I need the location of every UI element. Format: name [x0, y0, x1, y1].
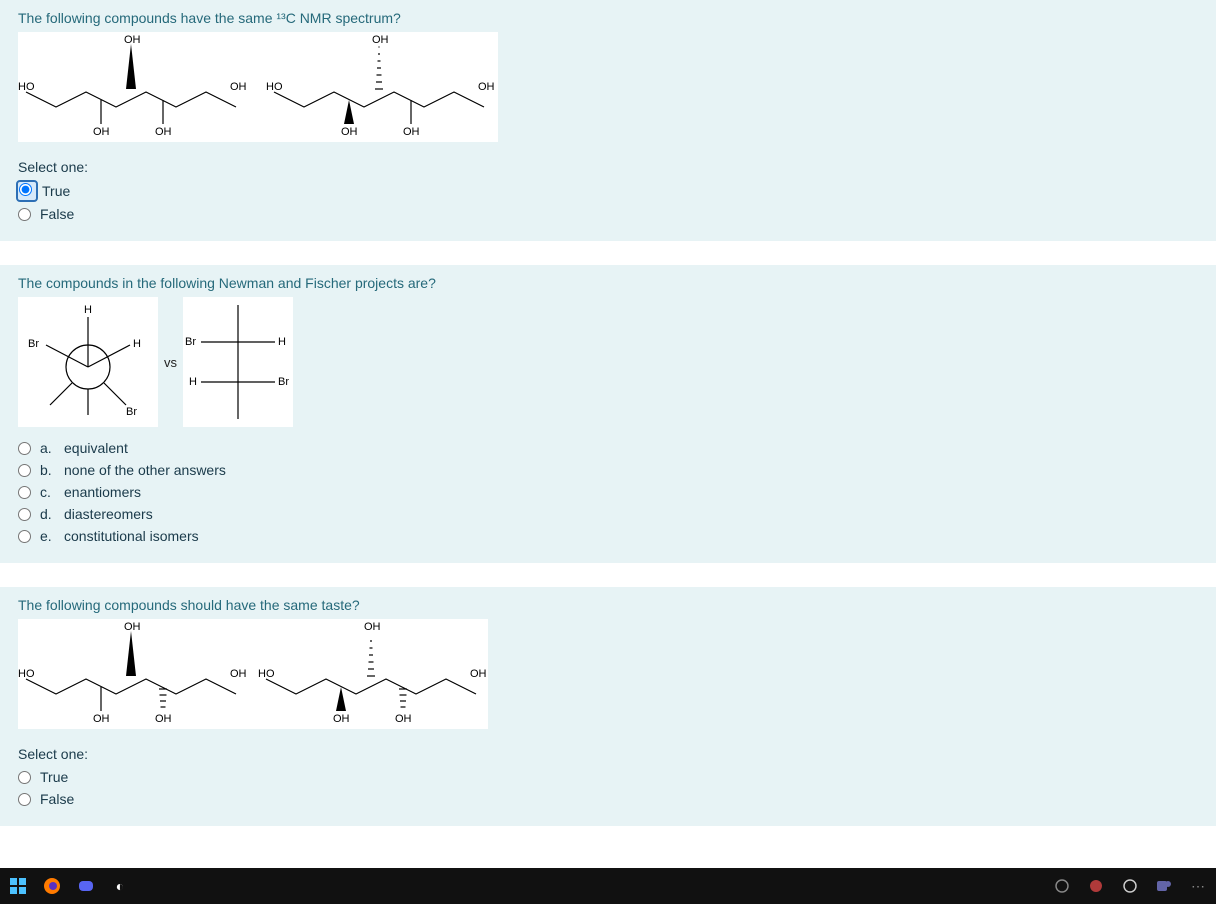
svg-text:OH: OH: [124, 621, 141, 633]
q1-radio-false[interactable]: [18, 208, 31, 221]
q1-false-label: False: [40, 206, 74, 222]
q3-false-label: False: [40, 791, 74, 807]
svg-text:OH: OH: [395, 713, 412, 725]
q2-option-c[interactable]: c. enantiomers: [18, 481, 1198, 503]
svg-text:OH: OH: [470, 668, 487, 680]
start-icon[interactable]: [8, 876, 28, 896]
q3-radio-false[interactable]: [18, 793, 31, 806]
question-2: The compounds in the following Newman an…: [0, 265, 1216, 563]
q3-true-label: True: [40, 769, 68, 785]
teams-icon[interactable]: [1154, 876, 1174, 896]
q2-newman: H H Br Br: [18, 297, 158, 427]
svg-text:OH: OH: [341, 126, 358, 138]
svg-text:Br: Br: [28, 338, 39, 350]
svg-text:HO: HO: [18, 81, 35, 93]
q2-letter-e: e.: [40, 528, 58, 544]
q3-radio-true[interactable]: [18, 771, 31, 784]
svg-text:OH: OH: [478, 81, 495, 93]
q2-radio-b[interactable]: [18, 464, 31, 477]
q1-structures: OH HO OH OH OH OH HO: [18, 32, 498, 142]
svg-text:OH: OH: [372, 34, 389, 46]
q2-fischer: Br H H Br: [183, 297, 293, 427]
svg-text:OH: OH: [93, 126, 110, 138]
q2-letter-c: c.: [40, 484, 58, 500]
q3-select-label: Select one:: [18, 746, 1198, 762]
q3-option-false-row[interactable]: False: [18, 788, 1198, 810]
svg-text:OH: OH: [230, 668, 247, 680]
svg-text:OH: OH: [155, 713, 172, 725]
q3-structures: OH HO OH OH OH OH: [18, 619, 488, 729]
q2-stem: The compounds in the following Newman an…: [18, 275, 1198, 291]
q3-option-true-row[interactable]: True: [18, 766, 1198, 788]
question-3: The following compounds should have the …: [0, 587, 1216, 826]
q2-radio-e[interactable]: [18, 530, 31, 543]
svg-text:HO: HO: [258, 668, 275, 680]
q2-text-b: none of the other answers: [64, 462, 226, 478]
q2-option-d[interactable]: d. diastereomers: [18, 503, 1198, 525]
q2-letter-d: d.: [40, 506, 58, 522]
q2-letter-b: b.: [40, 462, 58, 478]
svg-text:OH: OH: [230, 81, 247, 93]
q2-text-d: diastereomers: [64, 506, 153, 522]
svg-text:Br: Br: [126, 406, 137, 418]
q3-stem: The following compounds should have the …: [18, 597, 1198, 613]
app-icon-1[interactable]: ◐: [110, 876, 130, 896]
question-1: The following compounds have the same ¹³…: [0, 0, 1216, 241]
q1-option-true-row[interactable]: True: [18, 179, 1198, 203]
taskbar: ◐ ⋯: [0, 868, 1216, 904]
svg-text:H: H: [278, 336, 286, 348]
firefox-icon[interactable]: [42, 876, 62, 896]
svg-text:H: H: [189, 376, 197, 388]
svg-text:HO: HO: [18, 668, 35, 680]
q1-true-label: True: [42, 183, 70, 199]
q1-option-false-row[interactable]: False: [18, 203, 1198, 225]
q2-text-a: equivalent: [64, 440, 128, 456]
svg-text:OH: OH: [333, 713, 350, 725]
q2-radio-d[interactable]: [18, 508, 31, 521]
q2-letter-a: a.: [40, 440, 58, 456]
tray-icon-5[interactable]: ⋯: [1188, 876, 1208, 896]
svg-text:OH: OH: [124, 34, 141, 46]
svg-text:OH: OH: [93, 713, 110, 725]
q2-option-b[interactable]: b. none of the other answers: [18, 459, 1198, 481]
q2-radio-c[interactable]: [18, 486, 31, 499]
q2-radio-a[interactable]: [18, 442, 31, 455]
q2-vs-label: vs: [164, 355, 177, 370]
svg-text:OH: OH: [403, 126, 420, 138]
q1-radio-true[interactable]: [19, 183, 32, 196]
q2-option-a[interactable]: a. equivalent: [18, 437, 1198, 459]
q1-stem: The following compounds have the same ¹³…: [18, 10, 1198, 26]
svg-text:H: H: [133, 338, 141, 350]
q1-radio-true-highlight: [18, 182, 36, 200]
q2-option-e[interactable]: e. constitutional isomers: [18, 525, 1198, 547]
tray-icon-2[interactable]: [1086, 876, 1106, 896]
q2-text-c: enantiomers: [64, 484, 141, 500]
svg-text:Br: Br: [185, 336, 196, 348]
svg-text:HO: HO: [266, 81, 283, 93]
q2-text-e: constitutional isomers: [64, 528, 199, 544]
svg-text:OH: OH: [364, 621, 381, 633]
svg-text:OH: OH: [155, 126, 172, 138]
q1-select-label: Select one:: [18, 159, 1198, 175]
tray-icon-3[interactable]: [1120, 876, 1140, 896]
discord-icon[interactable]: [76, 876, 96, 896]
svg-text:Br: Br: [278, 376, 289, 388]
svg-text:H: H: [84, 304, 92, 316]
tray-icon-1[interactable]: [1052, 876, 1072, 896]
